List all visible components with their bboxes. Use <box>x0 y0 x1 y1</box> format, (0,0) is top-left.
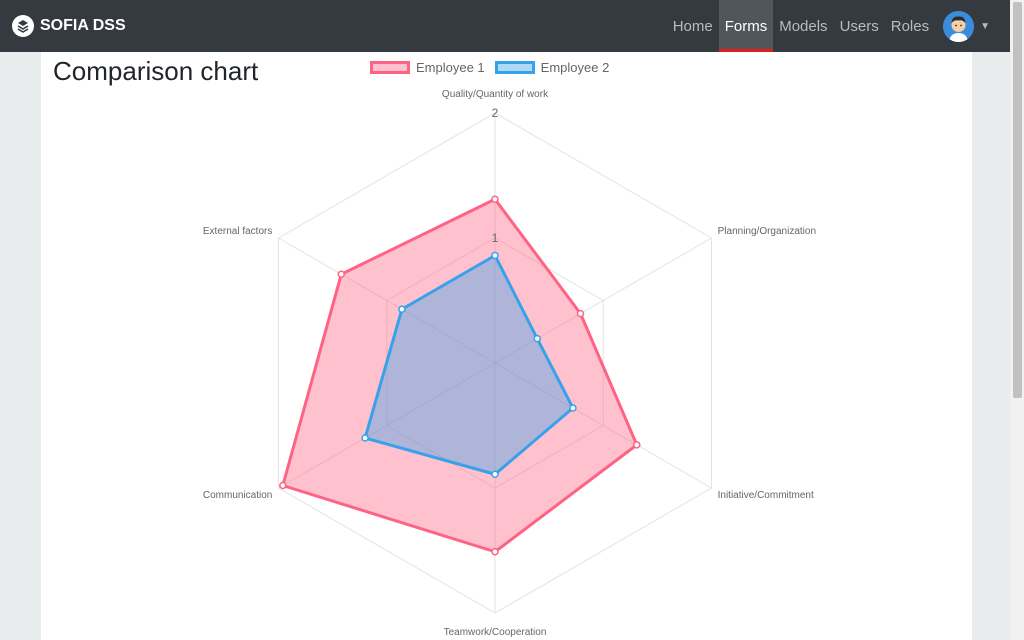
nav-item-forms[interactable]: Forms <box>718 0 774 52</box>
legend-label-employee-1: Employee 1 <box>416 60 485 75</box>
grid-spoke <box>494 237 712 364</box>
scrollbar-thumb[interactable] <box>1013 2 1022 398</box>
chevron-down-icon[interactable]: ▼ <box>980 20 990 32</box>
nav-menu: Home Forms Models Users Roles ▼ <box>667 0 1010 52</box>
logo-icon <box>12 15 34 37</box>
axis-label: External factors <box>203 226 272 237</box>
data-point-employee-2 <box>398 305 406 313</box>
grid-spoke <box>278 237 496 364</box>
grid-spoke <box>278 362 496 489</box>
data-point-employee-1 <box>491 195 499 203</box>
legend-label-employee-2: Employee 2 <box>540 60 610 75</box>
radar-series <box>279 195 641 556</box>
nav-item-home[interactable]: Home <box>672 17 713 35</box>
page-title: Comparison chart <box>53 56 259 86</box>
data-point-employee-1 <box>576 309 585 318</box>
data-point-employee-2 <box>491 470 499 478</box>
navbar: SOFIA DSS Home Forms Models Users Roles … <box>0 0 1010 52</box>
tick-label: 2 <box>492 106 499 120</box>
legend-item-employee-2[interactable]: Employee 2 <box>494 60 610 75</box>
axis-label: Teamwork/Cooperation <box>444 627 547 638</box>
axis-label: Initiative/Commitment <box>718 490 814 501</box>
data-point-employee-1 <box>491 548 499 556</box>
brand-name: SOFIA DSS <box>40 17 126 34</box>
brand[interactable]: SOFIA DSS <box>12 12 126 40</box>
axis-label: Communication <box>203 490 272 501</box>
radar-grid <box>277 112 713 614</box>
data-point-employee-2 <box>569 404 577 412</box>
nav-item-models[interactable]: Models <box>779 17 828 35</box>
data-point-employee-2 <box>491 251 499 260</box>
data-point-employee-1 <box>633 441 641 449</box>
axis-label: Planning/Organization <box>718 226 816 237</box>
avatar[interactable] <box>943 10 975 42</box>
chart-legend: Employee 1 Employee 2 <box>370 60 609 75</box>
data-point-employee-2 <box>361 434 369 442</box>
grid-spoke <box>494 362 712 489</box>
axis-label: Quality/Quantity of work <box>442 89 549 100</box>
scrollbar[interactable] <box>1010 0 1024 640</box>
radar-labels: 1 2 Quality/Quantity of work Planning/Organ… <box>203 89 816 638</box>
legend-item-employee-1[interactable]: Employee 1 <box>370 60 485 75</box>
data-point-employee-1 <box>279 481 287 490</box>
nav-item-roles[interactable]: Roles <box>890 17 930 35</box>
data-point-employee-1 <box>337 270 346 278</box>
legend-swatch-employee-2 <box>494 61 535 74</box>
legend-swatch-employee-1 <box>370 61 410 74</box>
nav-item-users[interactable]: Users <box>839 17 879 35</box>
data-point-employee-2 <box>533 334 541 343</box>
user-menu[interactable]: ▼ <box>943 0 990 52</box>
tick-label: 1 <box>492 231 499 245</box>
